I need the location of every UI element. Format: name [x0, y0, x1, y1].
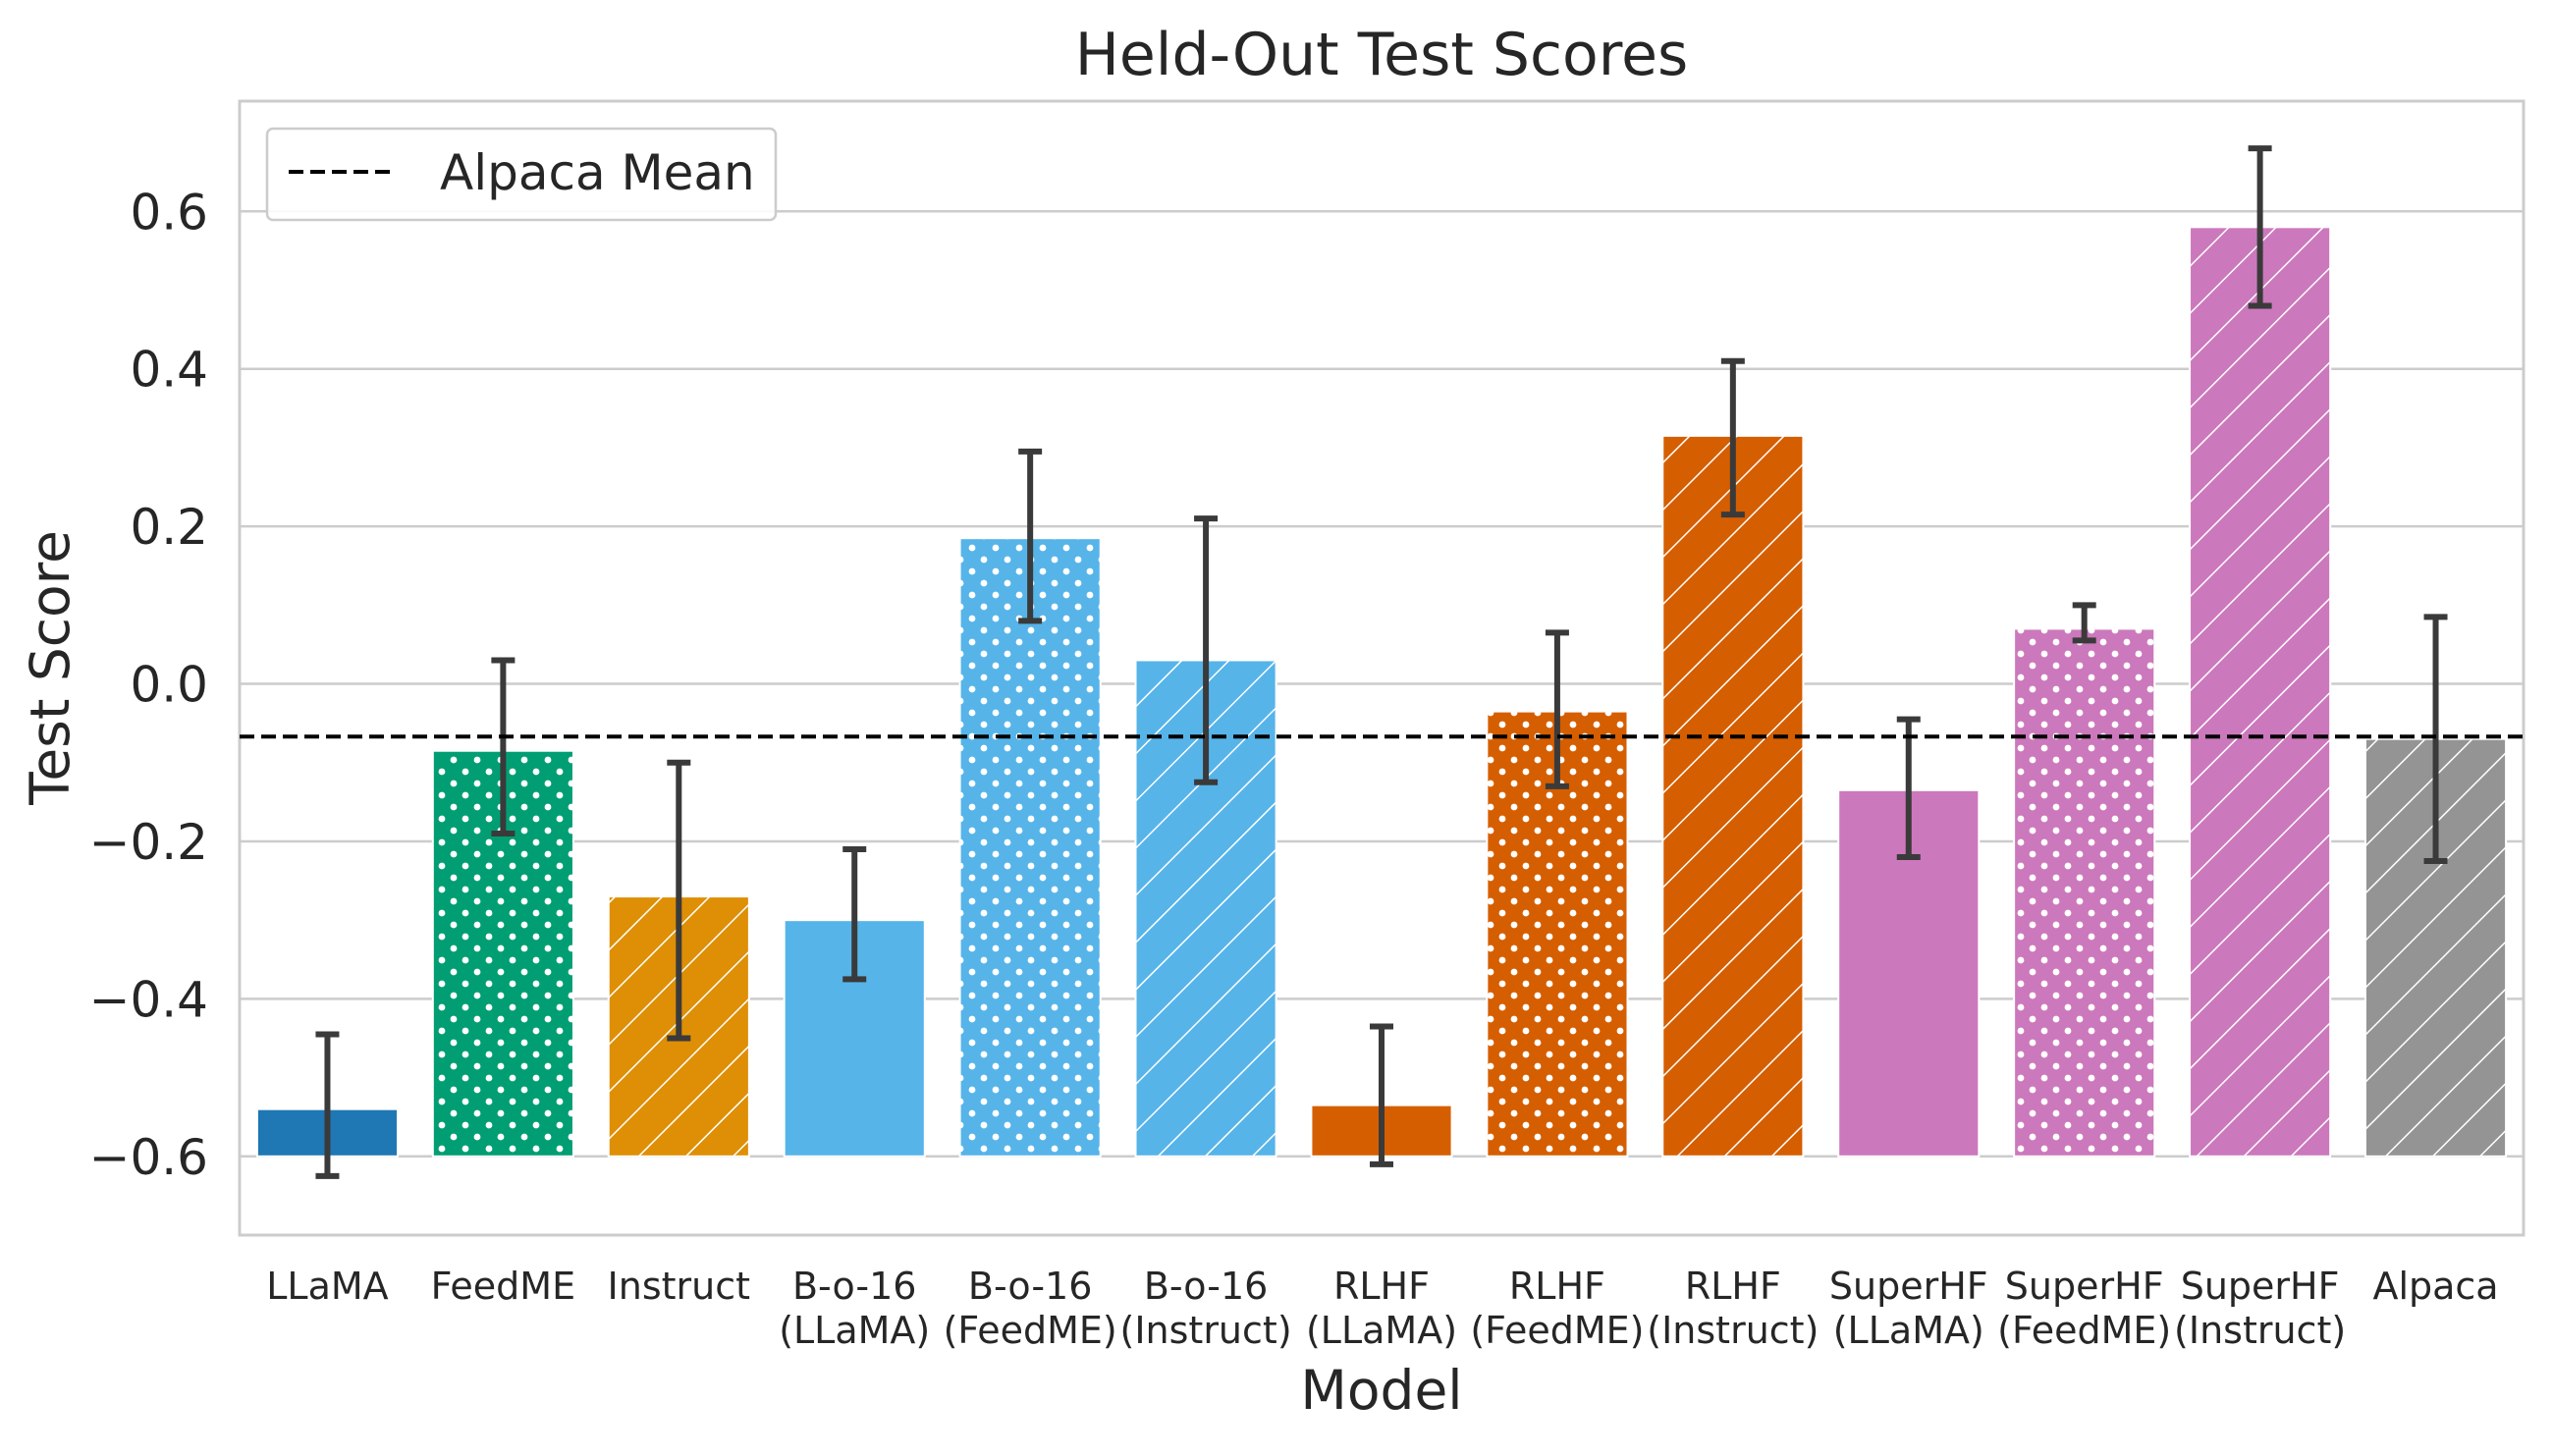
- bar-superhf-feedme: [2013, 627, 2156, 1158]
- x-tick-label-bo16-feedme: (FeedME): [944, 1309, 1117, 1352]
- error-bar-bo16-feedme: [1018, 448, 1043, 624]
- y-tick-label: −0.6: [89, 1129, 208, 1186]
- x-tick-label-bo16-llama: B-o-16: [792, 1265, 917, 1308]
- bar-bo16-feedme: [958, 537, 1102, 1158]
- error-bar-alpaca: [2423, 614, 2448, 865]
- x-tick-label-superhf-llama: SuperHF: [1829, 1265, 1988, 1308]
- x-tick-label-alpaca: Alpaca: [2372, 1265, 2498, 1308]
- legend: Alpaca Mean: [265, 127, 778, 222]
- y-tick-labels: −0.6 −0.4 −0.2 0.0 0.2 0.4 0.6: [89, 184, 208, 1185]
- error-bar-rlhf-instruct: [1720, 357, 1745, 518]
- x-tick-label-bo16-instruct: (Instruct): [1120, 1309, 1292, 1352]
- x-tick-label-superhf-instruct: SuperHF: [2181, 1265, 2340, 1308]
- bar-feedme: [431, 749, 574, 1158]
- y-tick-label: −0.2: [89, 814, 208, 871]
- error-bars: [315, 145, 2448, 1179]
- error-bar-rlhf-feedme: [1545, 629, 1569, 789]
- error-bar-instruct: [667, 759, 691, 1042]
- error-bar-superhf-feedme: [2072, 602, 2096, 644]
- legend-box: [265, 127, 778, 222]
- x-tick-label-rlhf-feedme: RLHF: [1509, 1265, 1605, 1308]
- x-tick-label-rlhf-feedme: (FeedME): [1470, 1309, 1644, 1352]
- x-tick-label-llama: LLaMA: [266, 1265, 388, 1308]
- bar-rlhf-instruct: [1661, 434, 1805, 1158]
- legend-label-alpaca-mean: Alpaca Mean: [440, 144, 755, 201]
- y-tick-label: −0.4: [89, 971, 208, 1028]
- x-tick-label-superhf-llama: (LLaMA): [1833, 1309, 1984, 1352]
- y-tick-label: 0.6: [130, 184, 208, 241]
- error-bar-bo16-instruct: [1194, 515, 1219, 785]
- x-tick-labels: LLaMA FeedME Instruct B-o-16(LLaMA)B-o-16(F…: [266, 1265, 2498, 1352]
- error-bar-feedme: [491, 657, 516, 836]
- error-bar-bo16-llama: [842, 845, 867, 983]
- x-tick-label-superhf-feedme: SuperHF: [2005, 1265, 2164, 1308]
- bar-superhf-instruct: [2189, 226, 2332, 1158]
- x-tick-label-rlhf-instruct: RLHF: [1685, 1265, 1781, 1308]
- x-tick-label-feedme: FeedME: [431, 1265, 575, 1308]
- chart-title: Held-Out Test Scores: [1075, 21, 1689, 89]
- x-tick-label-bo16-instruct: B-o-16: [1144, 1265, 1269, 1308]
- error-bar-llama: [315, 1031, 340, 1179]
- x-tick-label-bo16-llama: (LLaMA): [779, 1309, 930, 1352]
- y-axis-label: Test Score: [19, 530, 81, 806]
- x-tick-label-bo16-feedme: B-o-16: [968, 1265, 1093, 1308]
- y-tick-label: 0.2: [130, 499, 208, 556]
- x-tick-label-rlhf-instruct: (Instruct): [1647, 1309, 1819, 1352]
- error-bar-superhf-llama: [1896, 716, 1921, 860]
- x-tick-label-superhf-instruct: (Instruct): [2174, 1309, 2346, 1352]
- x-tick-label-rlhf-llama: (LLaMA): [1306, 1309, 1457, 1352]
- y-tick-label: 0.0: [130, 657, 208, 714]
- x-tick-label-superhf-feedme: (FeedME): [1997, 1309, 2171, 1352]
- error-bar-rlhf-llama: [1370, 1023, 1393, 1167]
- x-tick-label-instruct: Instruct: [608, 1265, 751, 1308]
- y-tick-label: 0.4: [130, 342, 208, 399]
- x-axis-label: Model: [1300, 1359, 1462, 1422]
- error-bar-superhf-instruct: [2248, 145, 2272, 309]
- x-tick-label-rlhf-llama: RLHF: [1333, 1265, 1430, 1308]
